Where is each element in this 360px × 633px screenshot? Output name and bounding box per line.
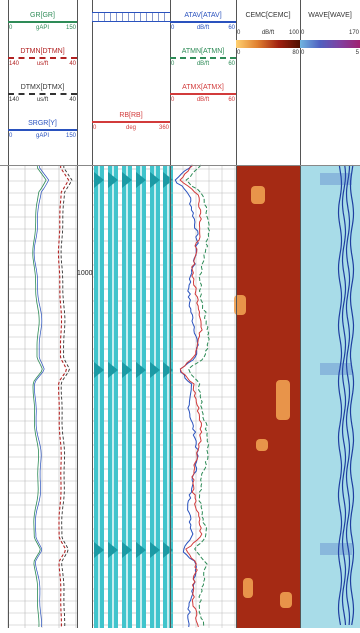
scale-max: 60 [228,25,235,31]
rb-kink [108,172,118,188]
scale-min: 0 [301,30,305,36]
curve-unit: dB/ft [196,61,210,67]
rb-kink [163,172,173,188]
curve-line-sample [170,57,236,59]
rb-scale-ruler [92,12,170,22]
curve-mnemonic: DTMX[DTMX] [20,84,65,91]
depth-label: 1000 [77,270,93,277]
scale-min: 140 [9,97,20,103]
scale-max: 360 [158,125,169,131]
scale-min: 0 [9,25,13,31]
image-track-header: WAVE[WAVE] 0 170 0 5 [300,12,360,56]
scale-min: 0 [171,61,175,67]
rb-kink [108,362,118,378]
curve-line-sample [170,21,236,23]
curve-line-sample [170,93,236,95]
curve-unit: deg [125,125,136,131]
curve-unit: us/ft [36,97,49,103]
scale-max-2: 80 [292,50,299,56]
cemc-image [236,165,300,628]
atmn-curve [185,164,211,628]
curve-unit: us/ft [36,61,49,67]
scale-max: 150 [65,25,76,31]
rb-kink [136,542,146,558]
rb-kink [163,362,173,378]
curve-line-sample [8,93,77,95]
curve-unit: gAPI [35,25,49,31]
curve-unit: dB/ft [196,97,210,103]
rb-kink [150,542,160,558]
scale-max: 40 [69,61,76,67]
cemc-bright-patch [243,578,253,598]
curve-line-sample [8,129,77,131]
curve-unit: dB/ft [196,25,210,31]
rb-kink [136,172,146,188]
rb-kink [94,362,104,378]
curve-mnemonic: ATMN[ATMN] [181,48,225,55]
rb-kink [150,362,160,378]
curve-mnemonic: ATMX[ATMX] [182,84,224,91]
curve-mnemonic: DTMN[DTMN] [20,48,65,55]
cemc-bright-patch [251,186,265,204]
image-track-header: CEMC[CEMC] 0 dB/ft 100 0 80 [236,12,300,56]
scale-min: 140 [9,61,20,67]
scale-max: 60 [228,97,235,103]
rb-kink [122,542,132,558]
track-header: ATMN[ATMN] 0 dB/ft 60 [170,48,236,68]
track-header: DTMX[DTMX] 140 us/ft 40 [8,84,77,104]
scale-min: 0 [171,25,175,31]
cemc-bright-patch [276,380,290,420]
curve-mnemonic: GR[GR] [30,12,55,19]
track-header: SRGR[Y] 0 gAPI 150 [8,120,77,140]
rb-kink [122,172,132,188]
atmx-curve [179,164,203,628]
scale-min: 0 [237,30,241,36]
curve-unit: gAPI [35,133,49,139]
dtmn-curve [57,164,70,627]
rb-kink [108,542,118,558]
scale-min-2: 0 [237,50,241,56]
scale-max: 150 [65,133,76,139]
scale-max-2: 5 [355,50,359,56]
curve-unit: dB/ft [261,30,275,36]
scale-max: 40 [69,97,76,103]
gr-curve [32,164,47,628]
srgr-curve [33,164,50,628]
curve-line-sample [8,57,77,59]
rb-kink [163,542,173,558]
track-header: GR[GR] 0 gAPI 150 [8,12,77,32]
scale-max: 100 [288,30,299,36]
wave-ridge [349,164,355,626]
color-scale-bar [300,40,360,48]
curve-mnemonic: ATAV[ATAV] [184,12,222,19]
rb-kink [136,362,146,378]
cemc-bright-patch [234,295,246,315]
curve-line-sample [8,21,77,23]
rb-kink [122,362,132,378]
scale-min: 0 [171,97,175,103]
scale-min-2: 0 [301,50,305,56]
curve-mnemonic: WAVE[WAVE] [308,12,352,19]
track-header: ATMX[ATMX] 0 dB/ft 60 [170,84,236,104]
curve-mnemonic: SRGR[Y] [28,120,57,127]
rb-kink [94,172,104,188]
scale-max: 60 [228,61,235,67]
rb-kink [150,172,160,188]
cemc-bright-patch [280,592,292,608]
dtmx-curve [60,164,73,628]
scale-min: 0 [9,133,13,139]
scale-min: 0 [93,125,97,131]
track-header: DTMN[DTMN] 140 us/ft 40 [8,48,77,68]
curve-mnemonic: CEMC[CEMC] [245,12,291,19]
rb-kink [94,542,104,558]
curve-line-sample [92,121,170,123]
curve-mnemonic: RB[RB] [119,112,143,119]
track-header: RB[RB] 0 deg 360 [92,112,170,132]
color-scale-bar [236,40,300,48]
scale-max: 170 [348,30,359,36]
cemc-bright-patch [256,439,268,451]
track-header: ATAV[ATAV] 0 dB/ft 60 [170,12,236,32]
